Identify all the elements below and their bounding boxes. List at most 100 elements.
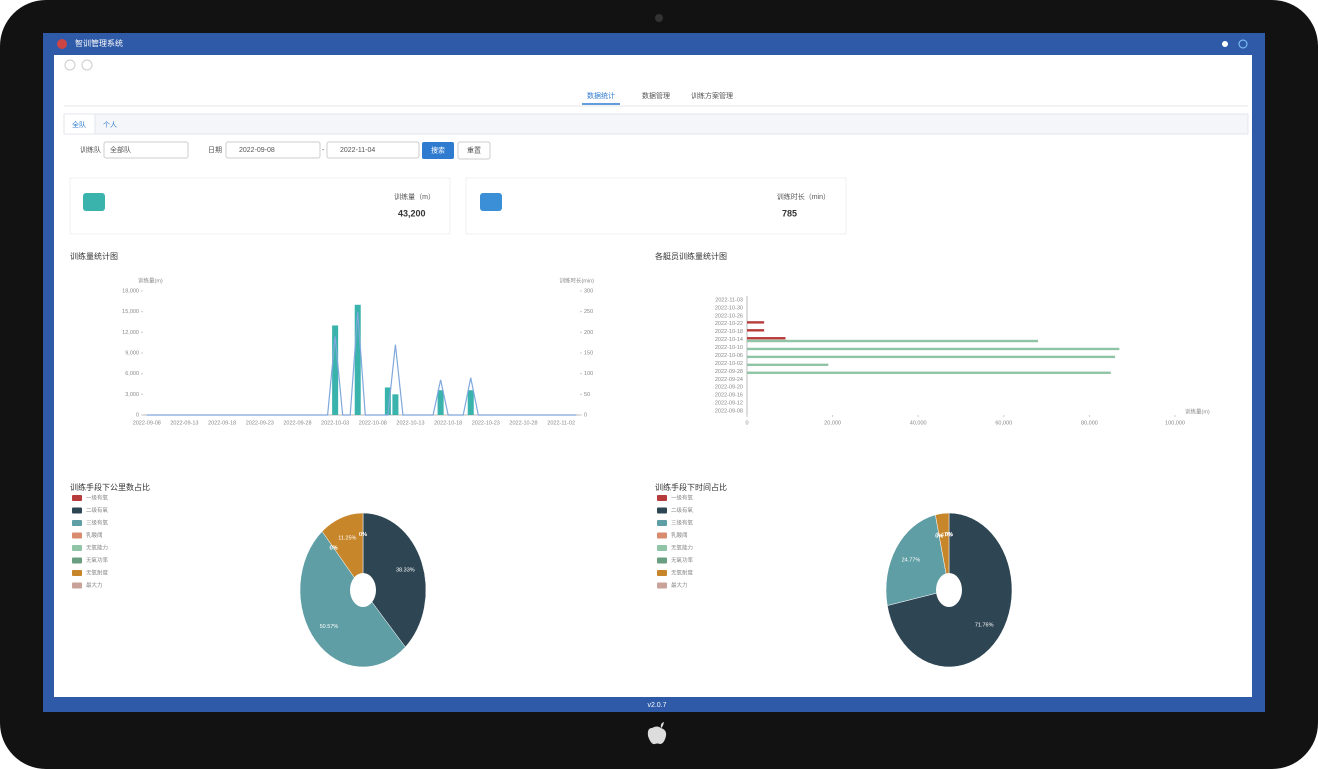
date-start-input[interactable] [225,141,321,159]
x-tick-label: 60,000 [995,420,1012,426]
value-label: 0% [935,533,943,539]
sub-tab[interactable]: 全队 [72,120,86,129]
legend-swatch [72,532,82,539]
legend-label: 无氧能力 [671,543,693,551]
team-select[interactable] [103,141,189,159]
user-icon[interactable] [1238,39,1248,49]
value-label: 3.47% [936,532,952,538]
legend-label: 三级有氧 [86,518,109,526]
y-tick-label: 2022-10-26 [715,313,743,319]
legend-swatch [657,582,667,589]
card-icon [480,193,502,211]
legend-label: 一级有氧 [86,493,109,501]
bell-icon[interactable] [1222,41,1228,47]
y-tick-label: 3,000 [125,392,139,398]
y2-tick-label: 200 [584,330,593,336]
sub-tab-bar [63,113,1249,135]
x-tick-label: 2022-10-18 [434,420,462,426]
date-end: 2022-11-04 [340,147,375,154]
x-tick-label: 2022-09-18 [208,420,236,426]
nav-tab[interactable]: 训练方案管理 [691,91,733,100]
legend-swatch [72,495,82,501]
reset-text: 重置 [467,146,481,154]
legend-label: 无氧能力 [86,543,108,551]
bar [354,304,361,415]
value-label: 0% [359,532,367,538]
chart-title: 训练手段下公里数占比 [70,482,150,492]
legend-label: 乳酸阈 [86,531,103,539]
x-tick-label: 80,000 [1081,420,1098,426]
home-button[interactable] [64,59,76,71]
value-label: 0% [330,545,338,551]
y-tick-label: 2022-09-08 [715,408,743,414]
y-tick-label: 2022-09-20 [715,385,743,391]
legend-label: 二级有氧 [671,506,694,514]
y-tick-label: 2022-09-16 [715,393,743,399]
card-value: 785 [782,208,797,218]
bar [747,363,829,367]
y-tick-label: 0 [136,412,139,418]
x-tick-label: 2022-10-23 [472,420,500,426]
y2-axis-label: 训练时长(min) [559,276,594,284]
bar [392,394,399,415]
content [54,55,1252,697]
bar [747,355,1116,359]
line [146,311,577,416]
date-end-input[interactable] [326,141,420,159]
date-start: 2022-09-08 [239,147,275,154]
y-tick-label: 2022-10-18 [715,329,743,335]
legend-swatch [72,570,82,576]
reset-button[interactable] [457,141,491,160]
x-tick-label: 2022-09-08 [133,420,161,426]
y-axis-label: 训练量(m) [138,276,163,284]
search-text: 搜索 [431,145,445,154]
bar [384,387,391,415]
chart-title: 各艇员训练量统计图 [655,251,727,261]
card-label: 训练量（m） [394,192,435,201]
y-tick-label: 2022-11-03 [715,297,743,303]
x-tick-label: 40,000 [910,420,927,426]
chart-title: 训练手段下时间占比 [655,482,727,492]
y2-tick-label: 300 [584,288,593,294]
pie-hole [350,573,376,607]
stat-card [465,177,847,235]
value-label: 71.76% [975,622,994,628]
y-tick-label: 2022-10-10 [715,345,743,351]
pie-slice [321,512,364,591]
search-button[interactable] [422,142,454,159]
card-value: 43,200 [398,208,426,218]
x-tick-label: 2022-09-23 [246,420,274,426]
x-tick-label: 2022-10-13 [396,420,424,426]
pie-slice [362,512,427,648]
team-value: 全部队 [110,145,131,154]
nav-tab[interactable]: 数据统计 [587,91,615,100]
sub-tab-active [63,113,96,135]
value-label: 0% [945,532,953,538]
legend-swatch [657,570,667,576]
chart-title: 训练量统计图 [70,251,118,261]
legend-swatch [657,557,667,564]
card-label: 训练时长（min） [777,192,830,201]
camera [655,14,663,22]
y-tick-label: 6,000 [125,371,139,377]
legend-swatch [657,495,667,501]
back-button[interactable] [81,59,93,71]
app-logo [57,39,67,49]
version: v2.0.7 [647,702,666,709]
bar [747,371,1111,374]
y-tick-label: 2022-10-02 [715,361,743,367]
y-tick-label: 2022-09-24 [715,377,743,383]
sub-tab[interactable]: 个人 [103,121,117,129]
x-tick-label: 100,000 [1165,420,1185,426]
legend-swatch [657,507,667,514]
legend-swatch [72,520,82,526]
pie-slice [885,514,950,606]
x-tick-label: 2022-09-13 [170,420,198,426]
date-sep: - [322,147,325,154]
legend-swatch [72,582,82,589]
x-axis-label: 训练量(m) [1185,407,1210,415]
value-label: 0% [935,533,943,539]
y-tick-label: 18,000 [122,288,139,294]
nav-tab[interactable]: 数据管理 [642,91,670,100]
